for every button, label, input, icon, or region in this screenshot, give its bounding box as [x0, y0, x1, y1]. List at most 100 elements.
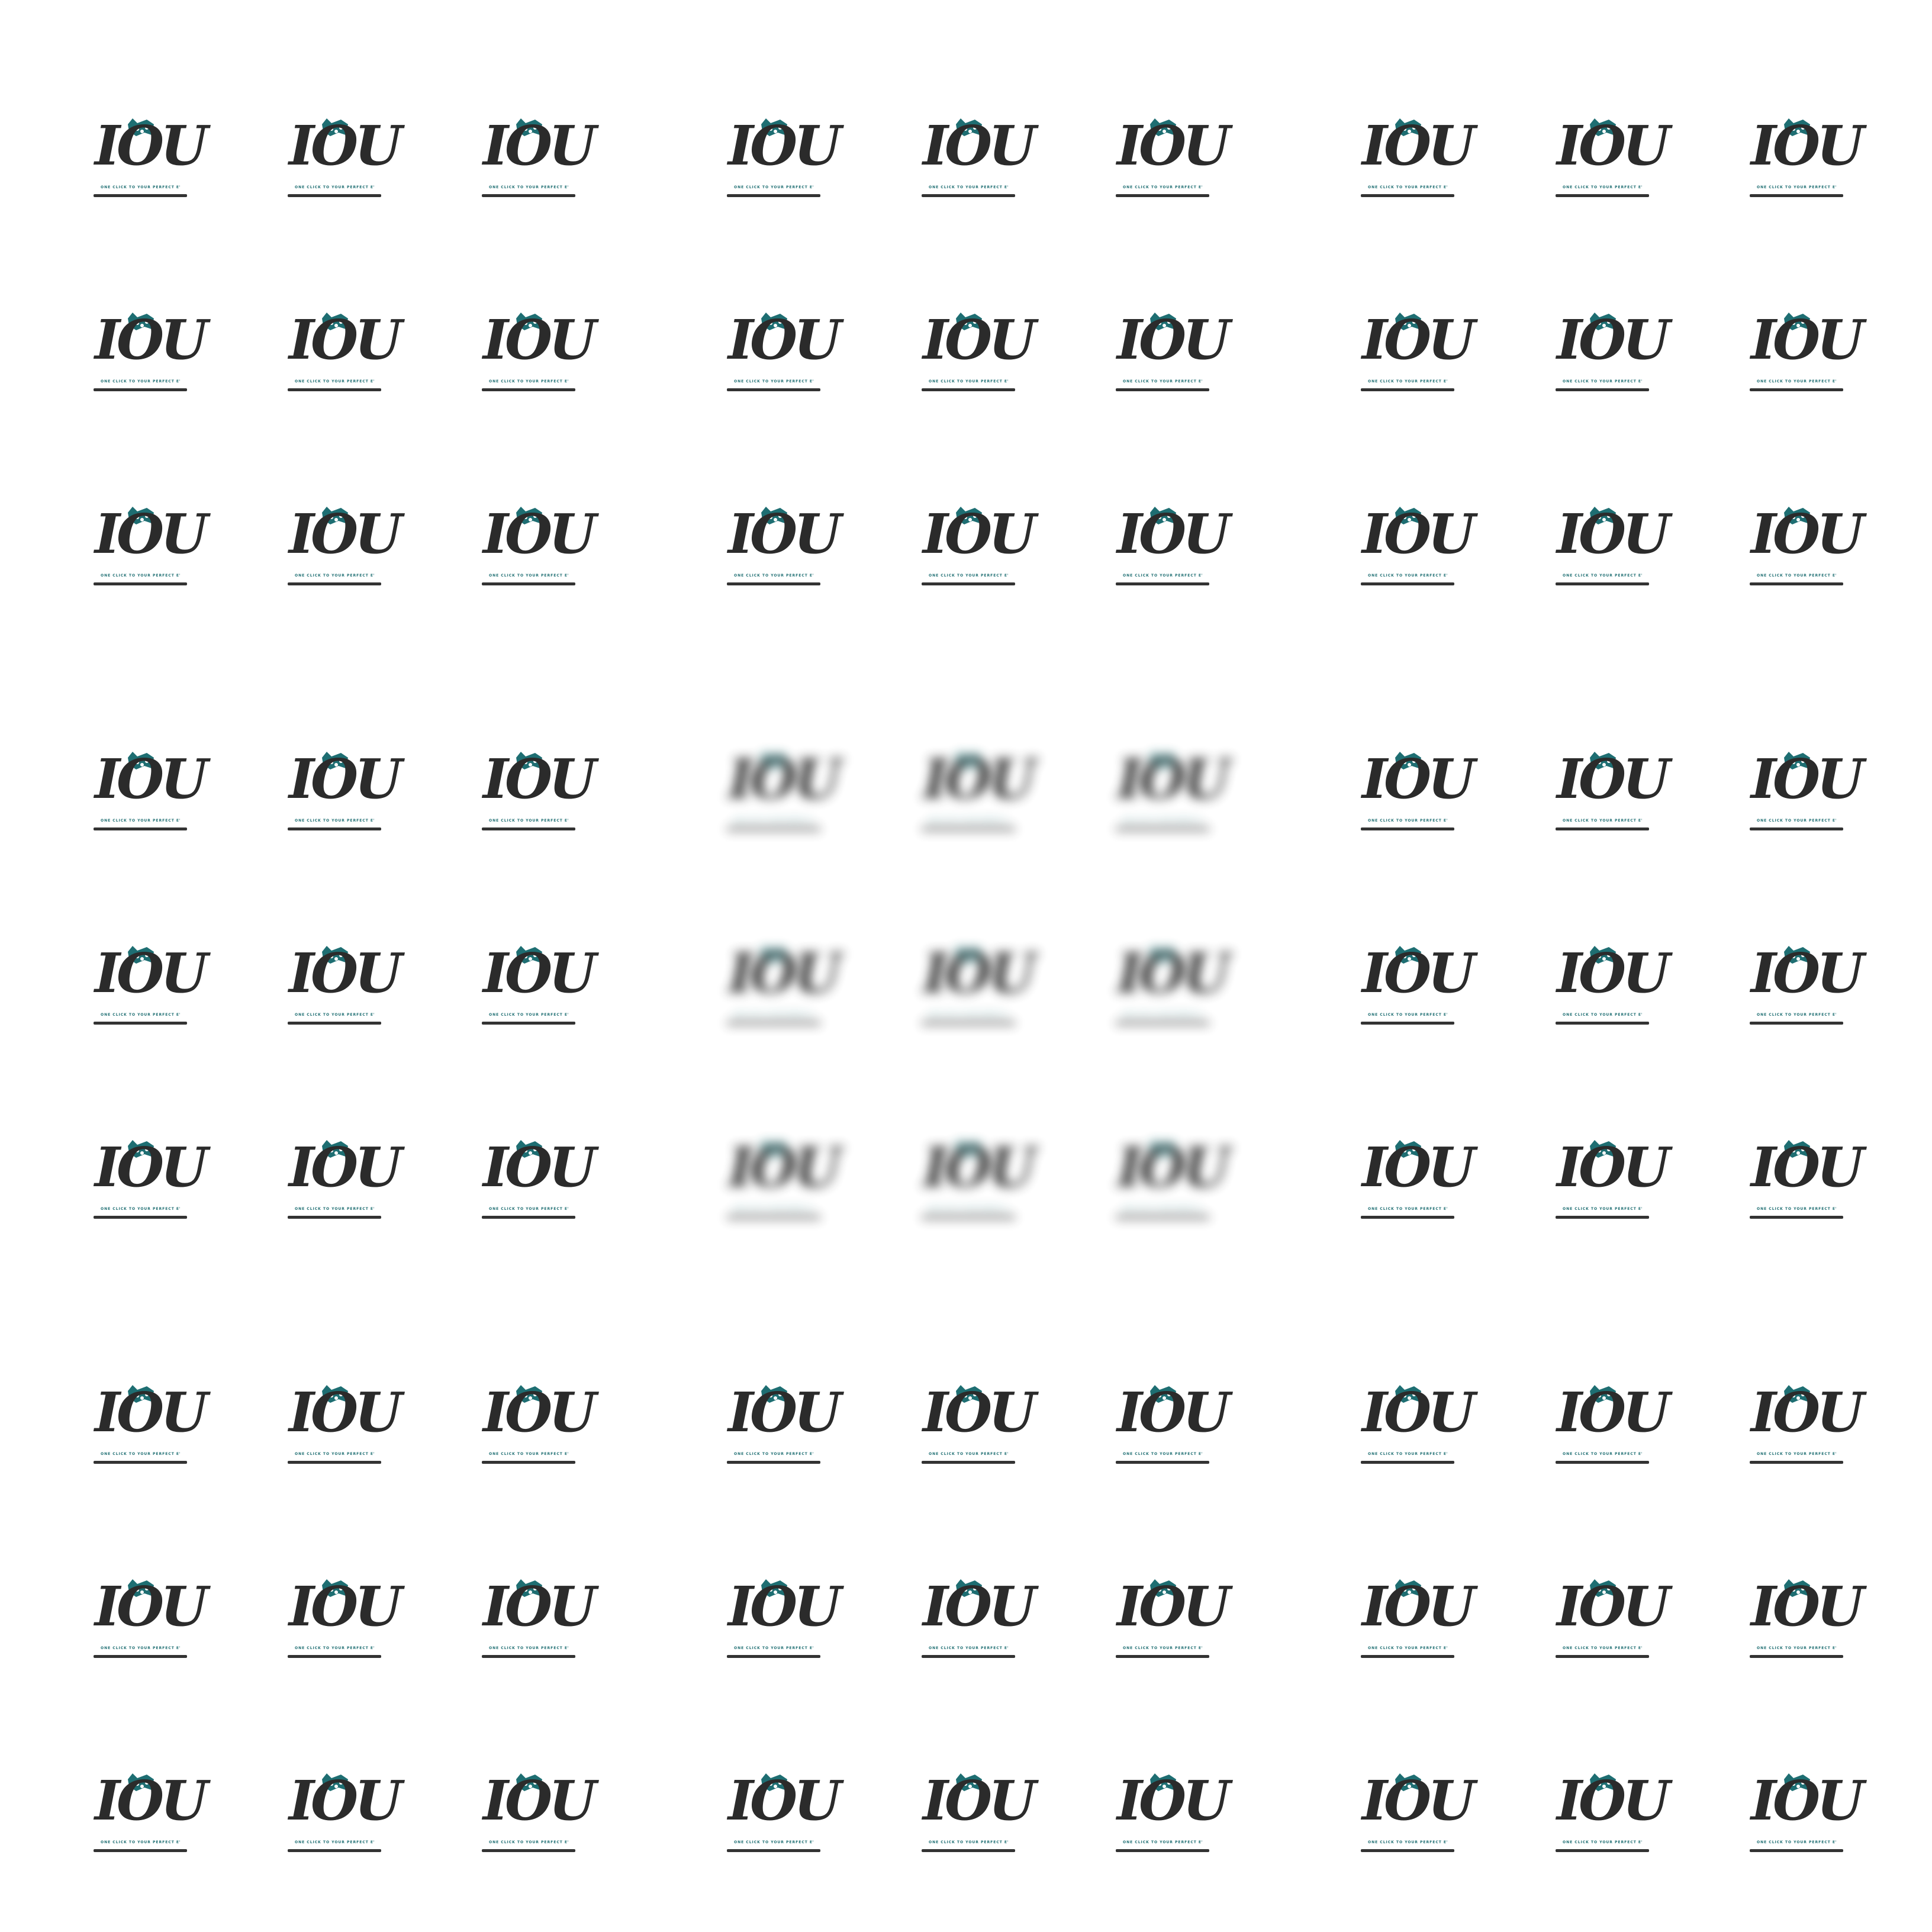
ribbon-dot [1408, 1151, 1411, 1155]
ribbon-dot [533, 320, 537, 324]
ribbon-dot [1167, 759, 1171, 763]
ribbon-dot [524, 321, 527, 325]
ribbon-dot [968, 763, 972, 767]
ribbon-dot [140, 1590, 144, 1594]
ribbon-dot [1167, 1587, 1171, 1590]
iou-logo-tile: IOU ONE CLICK TO YOUR PERFECT EVENT [727, 305, 841, 393]
iou-logo-tile: IOU ONE CLICK TO YOUR PERFECT EVENT [94, 1572, 208, 1660]
logo-wordmark: IOU [728, 1135, 841, 1199]
logo-wordmark: IOU [1751, 1380, 1864, 1444]
ribbon-shape [1590, 946, 1616, 964]
teal-ribbon-icon [516, 313, 542, 330]
logo-underline [1361, 1022, 1454, 1025]
iou-logo-tile: IOU ONE CLICK TO YOUR PERFECT EVENT [94, 1766, 208, 1854]
teal-ribbon-icon [128, 1773, 154, 1791]
logo-tagline: ONE CLICK TO YOUR PERFECT EVENT [489, 1840, 568, 1844]
logo-wordmark: IOU [923, 1574, 1036, 1638]
logo-underline [727, 582, 820, 585]
teal-ribbon-icon [761, 1773, 787, 1791]
logo-wordmark: IOU [1751, 114, 1864, 178]
iou-logo-tile: IOU ONE CLICK TO YOUR PERFECT EVENT [922, 1572, 1036, 1660]
teal-ribbon-icon [322, 752, 348, 769]
ribbon-dot [1163, 518, 1166, 521]
ribbon-dot [145, 514, 149, 518]
logo-tagline: ONE CLICK TO YOUR PERFECT EVENT [489, 819, 568, 823]
logo-underline [288, 1216, 381, 1219]
teal-ribbon-icon [516, 946, 542, 964]
ribbon-dot [524, 516, 527, 519]
teal-ribbon-icon [1590, 1385, 1616, 1403]
logo-wordmark: IOU [1117, 747, 1230, 811]
logo-wordmark: IOU [95, 747, 208, 811]
logo-underline [922, 582, 1015, 585]
teal-ribbon-icon [1784, 1385, 1810, 1403]
logo-tagline: ONE CLICK TO YOUR PERFECT EVENT [1563, 1646, 1642, 1650]
logo-tagline: ONE CLICK TO YOUR PERFECT EVENT [734, 819, 813, 823]
logo-wordmark: IOU [95, 502, 208, 566]
logo-tagline: ONE CLICK TO YOUR PERFECT EVENT [1368, 1646, 1447, 1650]
logo-wordmark: IOU [1362, 1135, 1475, 1199]
logo-wordmark: IOU [289, 941, 402, 1005]
iou-logo-tile: IOU ONE CLICK TO YOUR PERFECT EVENT [727, 745, 841, 832]
logo-wordmark: IOU [728, 1769, 841, 1833]
logo-wordmark: IOU [1362, 502, 1475, 566]
iou-logo-tile: IOU ONE CLICK TO YOUR PERFECT EVENT [1556, 1378, 1670, 1466]
ribbon-dot [1412, 1587, 1416, 1590]
logo-wordmark: IOU [923, 1135, 1036, 1199]
iou-logo-tile: IOU ONE CLICK TO YOUR PERFECT EVENT [727, 111, 841, 199]
ribbon-dot [769, 321, 772, 325]
iou-logo-tile: IOU ONE CLICK TO YOUR PERFECT EVENT [1750, 745, 1864, 832]
ribbon-dot [1412, 954, 1416, 957]
logo-tagline: ONE CLICK TO YOUR PERFECT EVENT [1368, 185, 1447, 189]
logo-wordmark: IOU [1362, 114, 1475, 178]
ribbon-dot [774, 1785, 777, 1788]
ribbon-dot [330, 1394, 333, 1398]
logo-tagline: ONE CLICK TO YOUR PERFECT EVENT [489, 1646, 568, 1650]
ribbon-dot [778, 126, 782, 130]
ribbon-dot [1796, 1396, 1800, 1400]
teal-ribbon-icon [1150, 118, 1176, 136]
logo-underline [922, 1022, 1015, 1025]
logo-underline [288, 1849, 381, 1852]
ribbon-dot [1158, 1394, 1161, 1398]
logo-wordmark: IOU [483, 1769, 596, 1833]
logo-tagline: ONE CLICK TO YOUR PERFECT EVENT [929, 185, 1008, 189]
iou-logo-tile: IOU ONE CLICK TO YOUR PERFECT EVENT [922, 305, 1036, 393]
ribbon-dot [339, 759, 343, 763]
iou-logo-tile: IOU ONE CLICK TO YOUR PERFECT EVENT [1116, 1378, 1230, 1466]
ribbon-dot [524, 955, 527, 958]
ribbon-dot [145, 1148, 149, 1151]
ribbon-dot [1796, 324, 1800, 327]
ribbon-dot [1602, 1151, 1606, 1155]
ribbon-dot [964, 761, 967, 764]
teal-ribbon-icon [761, 1140, 787, 1158]
ribbon-dot [339, 954, 343, 957]
ribbon-dot [533, 759, 537, 763]
teal-ribbon-icon [956, 946, 982, 964]
logo-underline [1556, 827, 1649, 830]
ribbon-shape [1784, 118, 1810, 136]
ribbon-shape [1590, 1579, 1616, 1597]
logo-tagline: ONE CLICK TO YOUR PERFECT EVENT [1368, 574, 1447, 578]
iou-logo-tile: IOU ONE CLICK TO YOUR PERFECT EVENT [94, 111, 208, 199]
ribbon-dot [968, 1396, 972, 1400]
logo-underline [94, 582, 187, 585]
teal-ribbon-icon [1784, 313, 1810, 330]
ribbon-shape [1150, 118, 1176, 136]
logo-wordmark: IOU [1117, 308, 1230, 372]
teal-ribbon-icon [1590, 507, 1616, 524]
teal-ribbon-icon [516, 1773, 542, 1791]
ribbon-dot [1598, 1394, 1601, 1398]
logo-tagline: ONE CLICK TO YOUR PERFECT EVENT [734, 185, 813, 189]
ribbon-dot [1792, 1394, 1795, 1398]
ribbon-dot [1602, 1590, 1606, 1594]
logo-wordmark: IOU [95, 308, 208, 372]
teal-ribbon-icon [1590, 1773, 1616, 1791]
teal-ribbon-icon [1395, 1140, 1421, 1158]
iou-logo-tile: IOU ONE CLICK TO YOUR PERFECT EVENT [727, 1378, 841, 1466]
ribbon-dot [140, 1785, 144, 1788]
ribbon-dot [1796, 1151, 1800, 1155]
ribbon-shape [1395, 752, 1421, 769]
teal-ribbon-icon [1150, 1385, 1176, 1403]
ribbon-dot [1412, 759, 1416, 763]
